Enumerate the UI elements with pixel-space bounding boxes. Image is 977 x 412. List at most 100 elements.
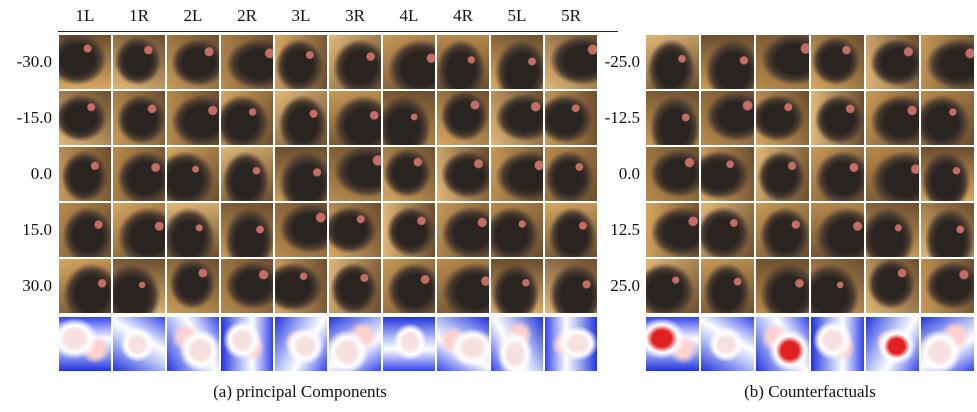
image-cell — [755, 258, 810, 314]
caption-b: (b) Counterfactuals — [680, 382, 940, 402]
image-cell — [220, 202, 274, 258]
image-cell — [920, 146, 975, 202]
column-label: 3L — [274, 6, 328, 26]
image-cell — [700, 90, 755, 146]
heatmap-cell — [920, 316, 975, 372]
image-cell — [274, 258, 328, 314]
image-cell — [328, 258, 382, 314]
image-cell — [700, 202, 755, 258]
column-label: 4L — [382, 6, 436, 26]
column-label: 2R — [220, 6, 274, 26]
image-cell — [436, 34, 490, 90]
heatmap-cell — [436, 316, 490, 372]
heatmap-cell — [382, 316, 436, 372]
heatmap-cell — [700, 316, 755, 372]
image-cell — [700, 34, 755, 90]
row-label: 0.0 — [0, 164, 52, 184]
image-cell — [328, 90, 382, 146]
image-cell — [58, 34, 112, 90]
image-cell — [810, 258, 865, 314]
heatmap-cell — [544, 316, 598, 372]
image-cell — [865, 258, 920, 314]
image-cell — [645, 90, 700, 146]
heatmap-cell — [865, 316, 920, 372]
image-cell — [382, 146, 436, 202]
image-cell — [865, 202, 920, 258]
image-cell — [700, 258, 755, 314]
column-label: 3R — [328, 6, 382, 26]
row-label: 12.5 — [590, 220, 640, 240]
image-cell — [274, 90, 328, 146]
image-cell — [112, 34, 166, 90]
image-cell — [810, 34, 865, 90]
image-cell — [112, 90, 166, 146]
column-label: 1L — [58, 6, 112, 26]
image-cell — [810, 202, 865, 258]
image-cell — [490, 258, 544, 314]
heatmap-cell — [220, 316, 274, 372]
image-cell — [166, 202, 220, 258]
image-cell — [112, 258, 166, 314]
image-cell — [436, 90, 490, 146]
figure: (a) principal Components (b) Counterfact… — [0, 0, 977, 412]
image-cell — [166, 90, 220, 146]
image-cell — [490, 34, 544, 90]
heatmap-cell — [58, 316, 112, 372]
image-cell — [58, 146, 112, 202]
column-label: 1R — [112, 6, 166, 26]
column-label: 2L — [166, 6, 220, 26]
image-cell — [436, 202, 490, 258]
image-cell — [490, 146, 544, 202]
header-rule — [58, 31, 618, 32]
image-cell — [436, 258, 490, 314]
heatmap-cell — [810, 316, 865, 372]
image-cell — [382, 202, 436, 258]
column-label: 4R — [436, 6, 490, 26]
image-cell — [865, 34, 920, 90]
image-cell — [920, 202, 975, 258]
image-cell — [328, 34, 382, 90]
image-cell — [920, 90, 975, 146]
image-cell — [166, 34, 220, 90]
image-cell — [112, 202, 166, 258]
image-cell — [865, 90, 920, 146]
image-cell — [220, 258, 274, 314]
image-cell — [645, 34, 700, 90]
column-label: 5R — [544, 6, 598, 26]
row-label: 25.0 — [590, 276, 640, 296]
image-cell — [274, 146, 328, 202]
row-label: -15.0 — [0, 108, 52, 128]
image-cell — [920, 258, 975, 314]
image-cell — [112, 146, 166, 202]
row-label: -25.0 — [590, 52, 640, 72]
image-cell — [382, 90, 436, 146]
image-cell — [328, 202, 382, 258]
image-cell — [220, 146, 274, 202]
image-cell — [755, 90, 810, 146]
heatmap-cell — [645, 316, 700, 372]
heatmap-cell — [490, 316, 544, 372]
image-cell — [755, 146, 810, 202]
image-cell — [645, 258, 700, 314]
image-cell — [810, 146, 865, 202]
image-cell — [274, 34, 328, 90]
image-cell — [220, 90, 274, 146]
row-label: -30.0 — [0, 52, 52, 72]
image-cell — [920, 34, 975, 90]
row-label: 0.0 — [590, 164, 640, 184]
heatmap-cell — [755, 316, 810, 372]
row-label: -12.5 — [590, 108, 640, 128]
image-cell — [382, 258, 436, 314]
image-cell — [220, 34, 274, 90]
column-label: 5L — [490, 6, 544, 26]
image-cell — [436, 146, 490, 202]
image-cell — [58, 90, 112, 146]
image-cell — [166, 258, 220, 314]
heatmap-cell — [166, 316, 220, 372]
image-cell — [58, 202, 112, 258]
image-cell — [382, 34, 436, 90]
image-cell — [58, 258, 112, 314]
image-cell — [700, 146, 755, 202]
row-label: 30.0 — [0, 276, 52, 296]
image-cell — [490, 90, 544, 146]
